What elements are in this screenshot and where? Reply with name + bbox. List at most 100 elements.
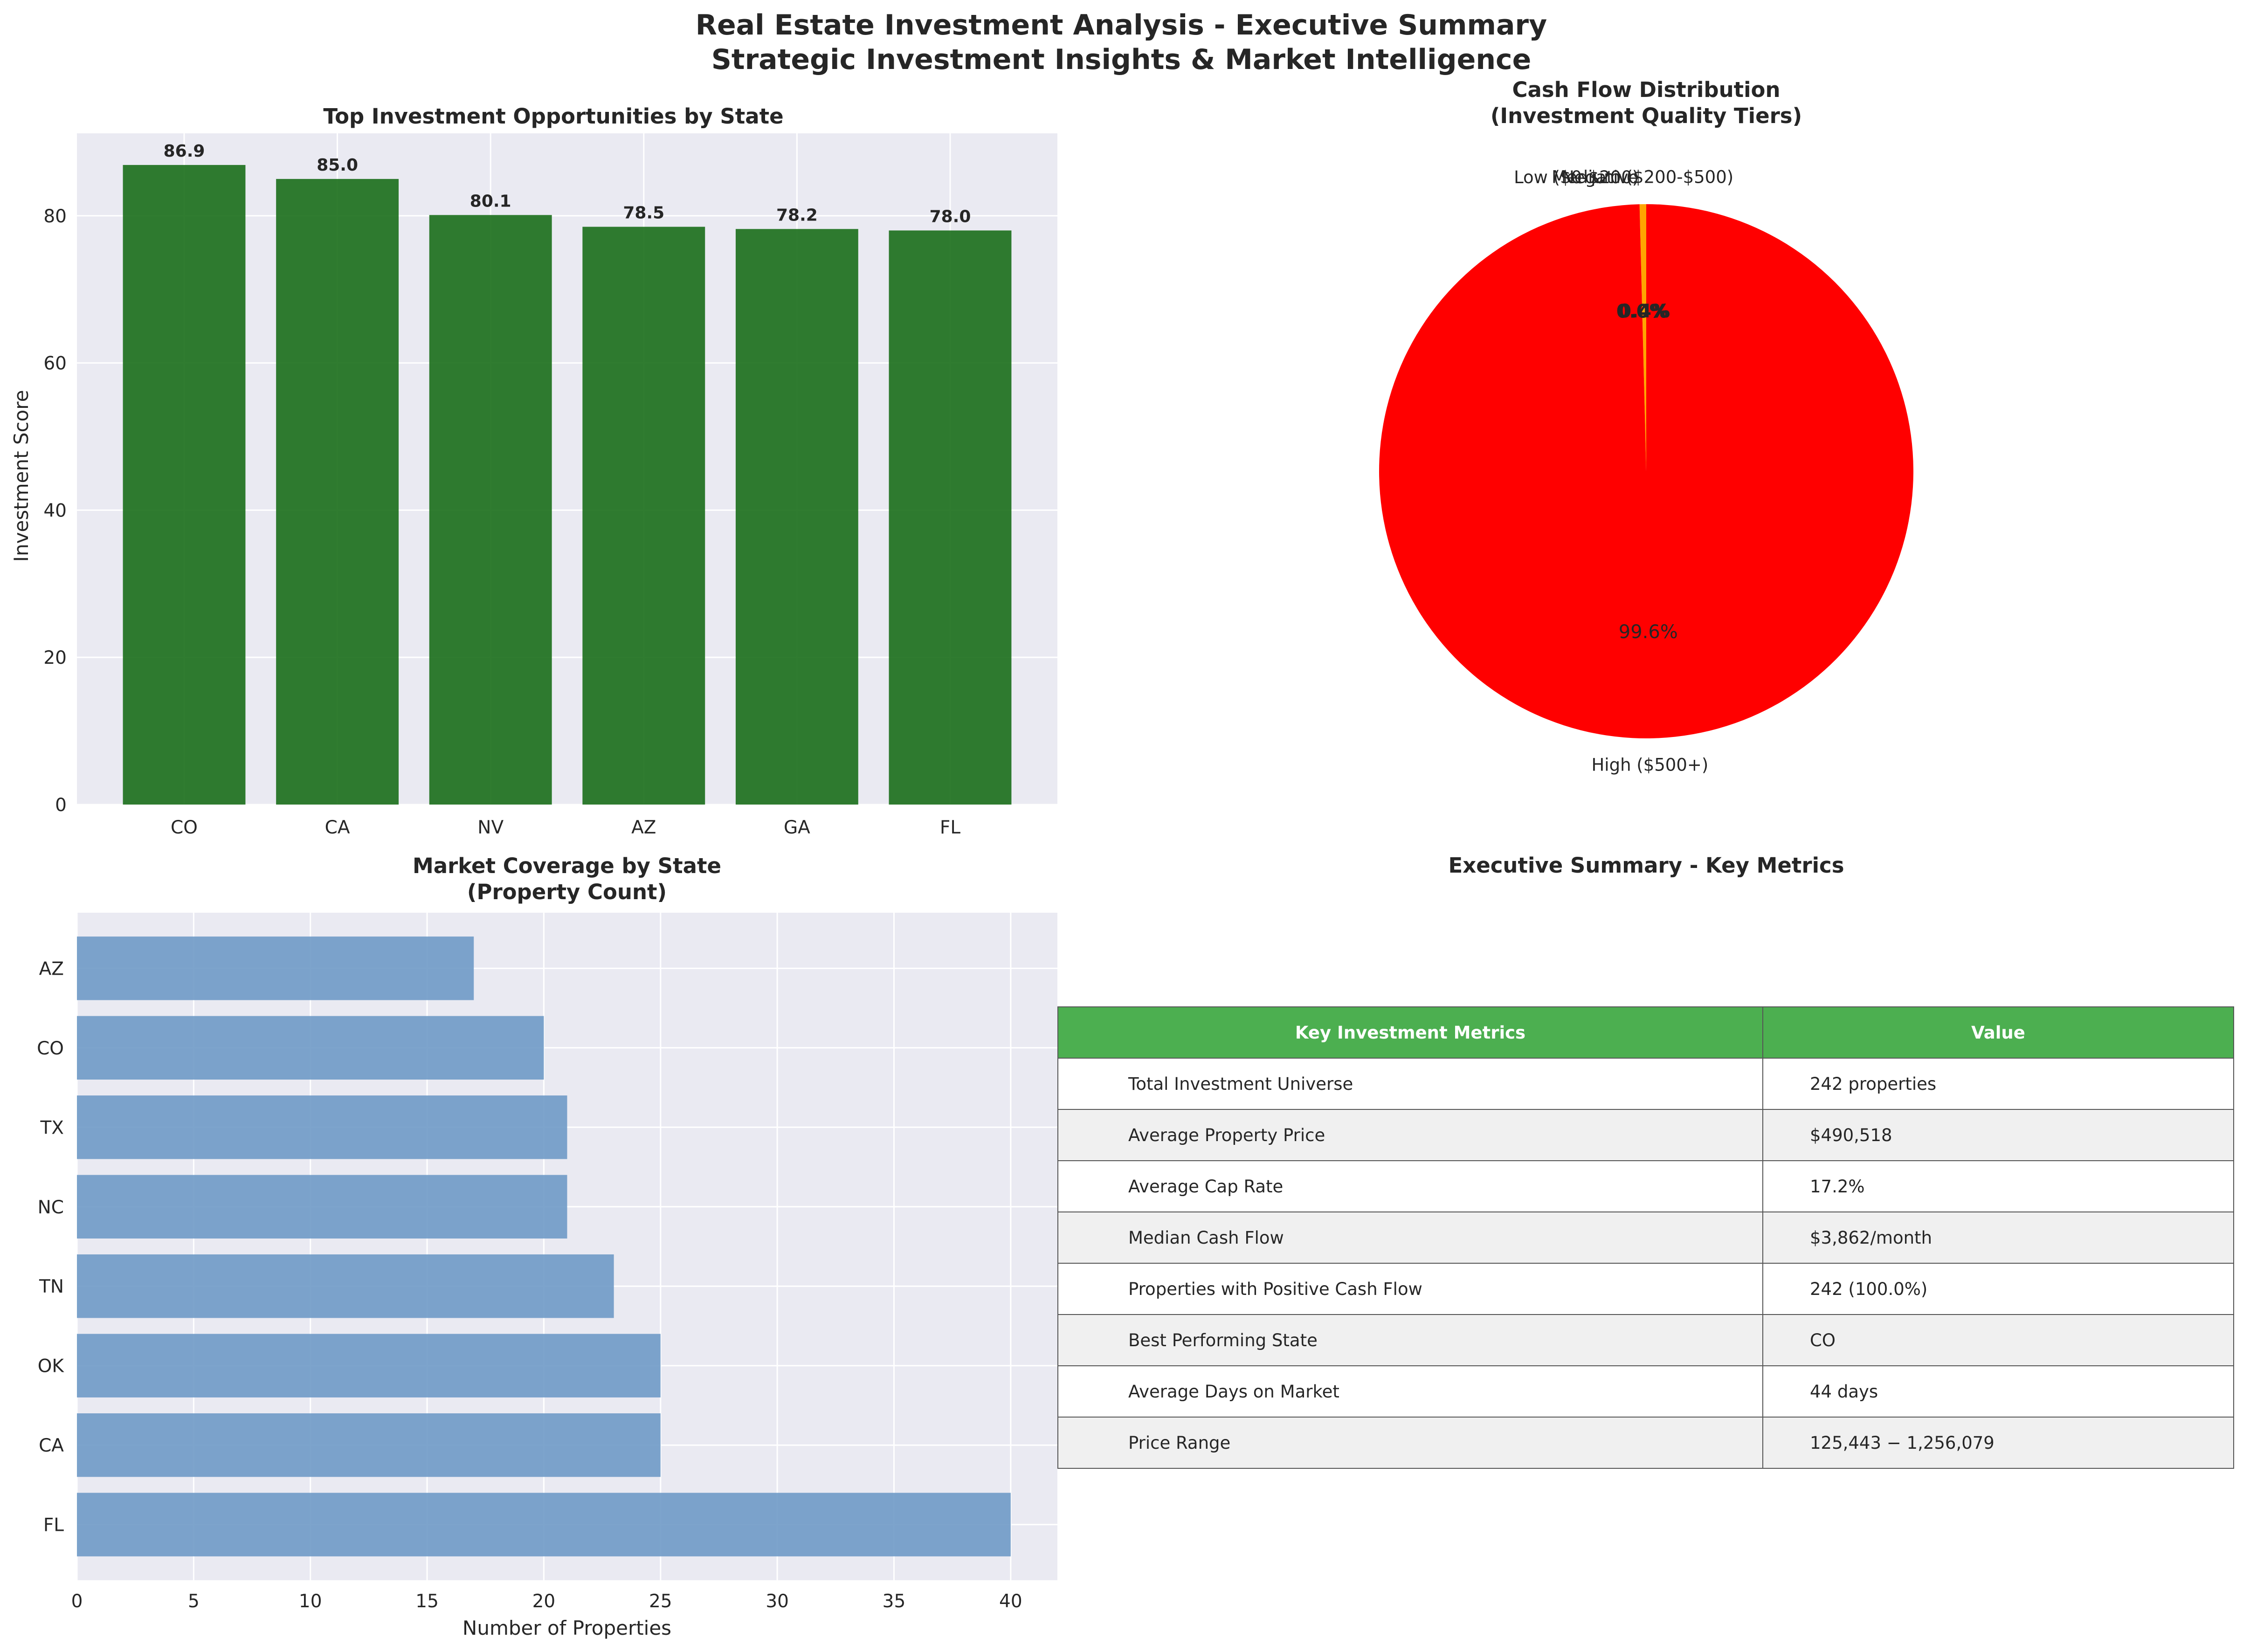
- score-bar-nv: [429, 215, 552, 805]
- metric-name: Average Days on Market: [1057, 1365, 1763, 1418]
- y-tick-label: TN: [39, 1276, 64, 1297]
- metric-name: Average Cap Rate: [1057, 1160, 1763, 1212]
- y-tick-label: 0: [55, 795, 67, 816]
- metric-name: Total Investment Universe: [1057, 1058, 1763, 1110]
- coverage-title-line1: Market Coverage by State: [413, 854, 721, 878]
- metric-name: Best Performing State: [1057, 1314, 1763, 1366]
- cash-flow-labels: Medium ($200-$500) 0.4% Low ($0-$200) 0.0% N…: [1514, 167, 1733, 775]
- metric-value: 242 (100.0%): [1762, 1263, 2234, 1315]
- score-data-label: 85.0: [317, 156, 358, 175]
- figure-title-line1: Real Estate Investment Analysis - Execut…: [696, 9, 1547, 41]
- coverage-ticks: 0 5 10 15 20 25 30 35 40 FL CA OK TN NC TX CO AZ: [37, 958, 1022, 1612]
- x-tick-label: 10: [299, 1591, 322, 1612]
- top-states-title: Top Investment Opportunities by State: [323, 104, 783, 129]
- x-tick-label: 30: [766, 1591, 789, 1612]
- cash-flow-pie-chart: Cash Flow Distribution (Investment Quali…: [1379, 77, 1914, 775]
- y-tick-label: FL: [43, 1515, 64, 1536]
- x-tick-label: 35: [883, 1591, 906, 1612]
- coverage-bar-nc: [77, 1175, 567, 1239]
- coverage-bar-ca: [77, 1413, 661, 1477]
- pie-slice-3: [1379, 204, 1914, 738]
- score-bar-az: [582, 227, 705, 805]
- coverage-bar-tn: [77, 1254, 614, 1318]
- pie-slice-label: Medium ($200-$500): [1552, 167, 1733, 187]
- score-data-label: 78.2: [776, 206, 818, 225]
- score-bar-fl: [889, 230, 1012, 805]
- score-bar-ga: [735, 229, 858, 805]
- cash-flow-title-line2: (Investment Quality Tiers): [1491, 103, 1802, 128]
- coverage-chart: Market Coverage by State (Property Count…: [37, 854, 1057, 1639]
- x-tick-label: FL: [940, 817, 960, 838]
- x-tick-label: CA: [325, 817, 350, 838]
- pie-slice-0: [1639, 204, 1646, 471]
- cash-flow-slices: [1379, 204, 1914, 738]
- x-tick-label: GA: [784, 817, 810, 838]
- table-row: Price Range 125,443 − 1,256,079: [1057, 1417, 2234, 1469]
- coverage-plot-area: [77, 913, 1057, 1580]
- top-states-bars: 86.9 85.0 80.1 78.5 78.2 78.0: [123, 142, 1012, 805]
- metric-value: $490,518: [1762, 1109, 2234, 1161]
- pie-pct-label: 0.0%: [1616, 301, 1668, 322]
- metric-name: Properties with Positive Cash Flow: [1057, 1263, 1763, 1315]
- metric-value: CO: [1762, 1314, 2234, 1366]
- y-tick-label: 20: [43, 647, 67, 668]
- x-tick-label: 0: [71, 1591, 83, 1612]
- table-header-row: Key Investment Metrics Value: [1057, 1006, 2234, 1059]
- y-tick-label: CA: [39, 1435, 64, 1456]
- x-tick-label: NV: [477, 817, 504, 838]
- y-tick-label: 40: [43, 500, 67, 521]
- table-row: Best Performing State CO: [1057, 1314, 2234, 1366]
- table-row: Average Property Price $490,518: [1057, 1109, 2234, 1161]
- summary-table-title: Executive Summary - Key Metrics: [1448, 853, 1844, 878]
- x-tick-label: AZ: [631, 817, 656, 838]
- x-tick-label: 20: [532, 1591, 556, 1612]
- pie-slice-label: Negative: [1561, 167, 1639, 187]
- x-tick-label: 15: [415, 1591, 439, 1612]
- figure-title-line2: Strategic Investment Insights & Market I…: [711, 43, 1532, 76]
- top-states-chart: Top Investment Opportunities by State 86…: [10, 104, 1057, 838]
- pie-slice-label: High ($500+): [1591, 755, 1708, 775]
- metric-value: 44 days: [1762, 1365, 2234, 1418]
- metric-name: Median Cash Flow: [1057, 1211, 1763, 1264]
- coverage-bar-az: [77, 936, 474, 1000]
- metric-name: Price Range: [1057, 1417, 1763, 1469]
- metric-value: 17.2%: [1762, 1160, 2234, 1212]
- x-tick-label: 5: [188, 1591, 200, 1612]
- pie-pct-label: 99.6%: [1619, 621, 1678, 643]
- y-tick-label: OK: [38, 1356, 65, 1377]
- coverage-bar-co: [77, 1016, 544, 1080]
- y-tick-label: TX: [40, 1117, 64, 1138]
- top-states-ylabel: Investment Score: [10, 390, 33, 562]
- coverage-bar-tx: [77, 1095, 567, 1159]
- coverage-bars: [77, 936, 1011, 1556]
- metric-value: 242 properties: [1762, 1058, 2234, 1110]
- y-tick-label: CO: [37, 1038, 64, 1059]
- coverage-bar-fl: [77, 1493, 1011, 1556]
- y-tick-label: NC: [38, 1197, 64, 1218]
- table-row: Total Investment Universe 242 properties: [1057, 1058, 2234, 1110]
- x-tick-label: CO: [171, 817, 198, 838]
- score-data-label: 86.9: [164, 142, 205, 161]
- score-data-label: 78.5: [623, 204, 664, 223]
- y-tick-label: AZ: [39, 958, 64, 979]
- metric-value: 125,443 − 1,256,079: [1762, 1417, 2234, 1469]
- table-row: Median Cash Flow $3,862/month: [1057, 1211, 2234, 1264]
- top-states-ticks: 0 20 40 60 80 CO CA NV AZ GA FL: [43, 206, 960, 838]
- table-row: Average Days on Market 44 days: [1057, 1365, 2234, 1418]
- coverage-bar-ok: [77, 1334, 661, 1397]
- table-header-metric: Key Investment Metrics: [1057, 1006, 1763, 1059]
- y-tick-label: 60: [43, 353, 67, 374]
- coverage-xlabel: Number of Properties: [462, 1617, 671, 1639]
- table-header-value: Value: [1762, 1006, 2234, 1059]
- coverage-title-line2: (Property Count): [467, 880, 667, 904]
- score-data-label: 78.0: [930, 207, 971, 226]
- pie-pct-label: 0.4%: [1618, 301, 1670, 322]
- pie-pct-label: 0.0%: [1616, 301, 1668, 322]
- table-row: Properties with Positive Cash Flow 242 (…: [1057, 1263, 2234, 1315]
- pie-slice-label: Low ($0-$200): [1514, 167, 1639, 187]
- metric-value: $3,862/month: [1762, 1211, 2234, 1264]
- score-bar-co: [123, 165, 246, 805]
- score-bar-ca: [276, 179, 399, 805]
